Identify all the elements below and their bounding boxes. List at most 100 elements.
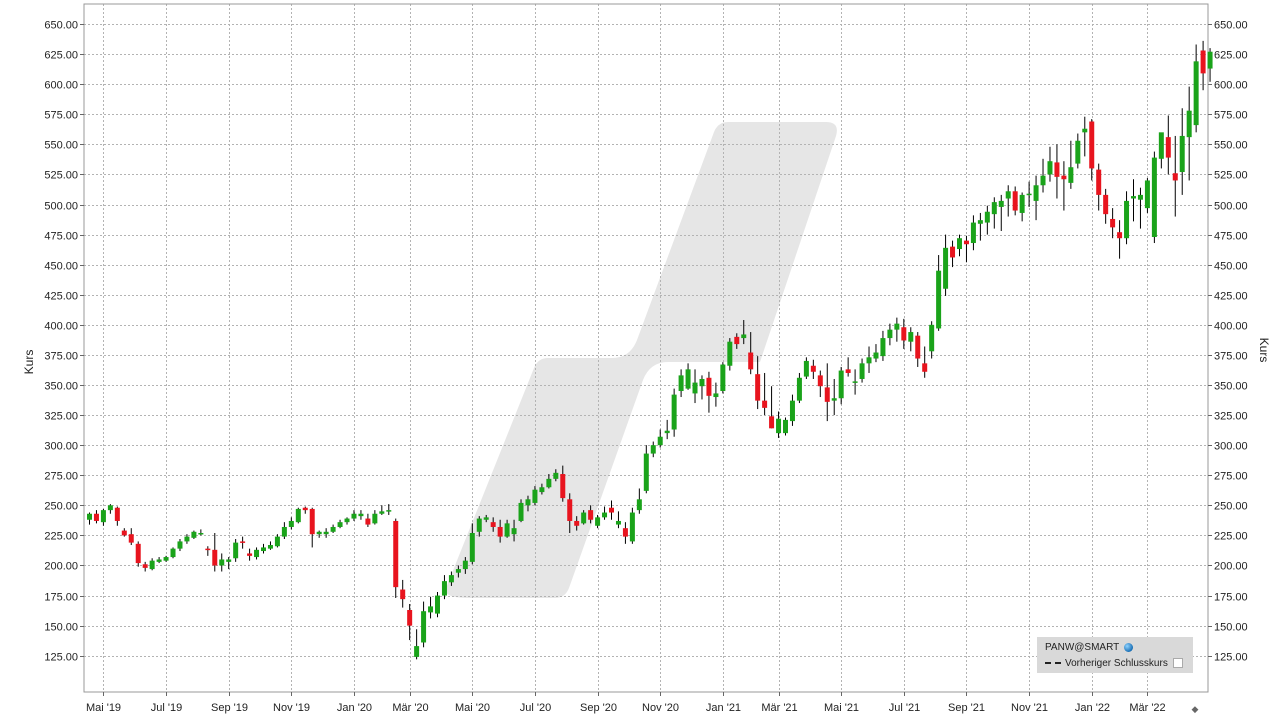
candle: [629, 507, 635, 544]
y-tick-label-right: 150.00: [1214, 622, 1248, 634]
x-tick-label: Jul '21: [889, 702, 920, 714]
diamond-marker-icon[interactable]: ◆: [1191, 704, 1199, 714]
candle-body-up: [1131, 196, 1136, 199]
candle-body-up: [650, 445, 656, 454]
candle: [121, 528, 127, 537]
candle: [824, 363, 830, 422]
candle: [142, 561, 148, 572]
y-tick-label-right: 525.00: [1214, 170, 1248, 182]
candle: [212, 532, 218, 572]
candle-body-up: [261, 547, 266, 552]
candle-body-up: [880, 338, 886, 357]
candle: [595, 514, 601, 529]
candle-body-down: [1054, 162, 1060, 177]
legend-prev-close-label: Vorheriger Schlusskurs: [1065, 657, 1168, 669]
candle: [706, 371, 712, 413]
candle-body-down: [622, 528, 628, 537]
candle-body-up: [1186, 110, 1192, 138]
y-tick-label-right: 225.00: [1214, 531, 1248, 543]
candle: [87, 512, 92, 525]
x-tick-label: Mär '21: [761, 702, 797, 714]
candle-body-up: [435, 595, 440, 614]
candle-body-down: [706, 377, 712, 396]
candle: [93, 510, 99, 524]
candle: [609, 500, 614, 520]
candle-body-up: [455, 569, 461, 573]
candle-body-up: [372, 513, 378, 524]
candle: [1019, 192, 1025, 222]
candle-body-up: [149, 560, 155, 570]
candle-body-up: [518, 502, 524, 521]
candle-body-up: [1193, 61, 1199, 126]
candle: [866, 346, 872, 373]
candle: [636, 488, 642, 514]
candle-body-down: [114, 507, 120, 521]
candle-body-up: [615, 520, 621, 525]
candle: [664, 419, 670, 440]
candle: [149, 558, 155, 571]
candle-body-up: [267, 545, 273, 549]
candle-body-up: [87, 513, 92, 520]
candle: [386, 504, 392, 515]
candle-body-up: [671, 394, 677, 430]
candle-body-up: [970, 222, 976, 244]
candle: [455, 565, 461, 578]
y-tick-label-left: 400.00: [44, 321, 78, 333]
candle-body-up: [316, 531, 322, 535]
candle-body-down: [302, 507, 308, 511]
candle-body-up: [741, 334, 747, 339]
prev-close-checkbox[interactable]: [1172, 658, 1183, 668]
candle: [957, 234, 962, 257]
candle: [379, 505, 385, 515]
candle: [546, 474, 552, 489]
candle-body-up: [831, 398, 837, 401]
candle-body-up: [699, 378, 705, 387]
y-tick-label-right: 575.00: [1214, 110, 1248, 122]
y-tick-label-right: 650.00: [1214, 20, 1248, 32]
candle-body-up: [532, 489, 538, 503]
candle-body-up: [873, 352, 879, 359]
candle: [643, 445, 649, 494]
candle: [977, 212, 983, 241]
grid: [84, 4, 1208, 692]
globe-icon[interactable]: [1124, 642, 1134, 652]
candle: [205, 546, 211, 556]
candle-body-up: [1075, 140, 1081, 164]
candle-body-up: [789, 400, 795, 422]
candle: [567, 493, 573, 533]
candle: [998, 194, 1004, 231]
candle: [163, 555, 169, 562]
candle: [748, 332, 754, 375]
y-axis-label-left: Kurs: [22, 350, 36, 375]
candle-body-up: [428, 606, 434, 613]
candle-body-up: [629, 512, 635, 542]
x-tick-label: Jul '20: [520, 702, 551, 714]
candle-body-up: [692, 382, 698, 394]
y-tick-label-left: 475.00: [44, 231, 78, 243]
candle-body-down: [1012, 191, 1018, 211]
candle: [198, 529, 204, 536]
candle-body-up: [803, 360, 809, 377]
candle-body-down: [1172, 173, 1178, 181]
candle: [1096, 163, 1102, 211]
candle-body-up: [866, 357, 872, 364]
candle-body-up: [1207, 51, 1213, 69]
candle-body-up: [908, 332, 914, 342]
x-tick-label: Sep '21: [948, 702, 985, 714]
x-tick-label: Jul '19: [151, 702, 182, 714]
candle: [852, 369, 858, 395]
candle-body-down: [824, 387, 830, 402]
candle: [810, 359, 816, 379]
candle-body-down: [93, 513, 99, 521]
candle: [135, 541, 141, 567]
candle: [1103, 188, 1109, 224]
candle-body-up: [783, 419, 788, 434]
candle-body-up: [156, 559, 162, 562]
candle-body-up: [483, 517, 489, 520]
candle-body-down: [574, 520, 580, 526]
candle-body-up: [678, 375, 684, 392]
candle-body-up: [254, 549, 260, 558]
candle: [755, 356, 761, 410]
candle: [984, 205, 990, 235]
candle: [1179, 108, 1185, 195]
